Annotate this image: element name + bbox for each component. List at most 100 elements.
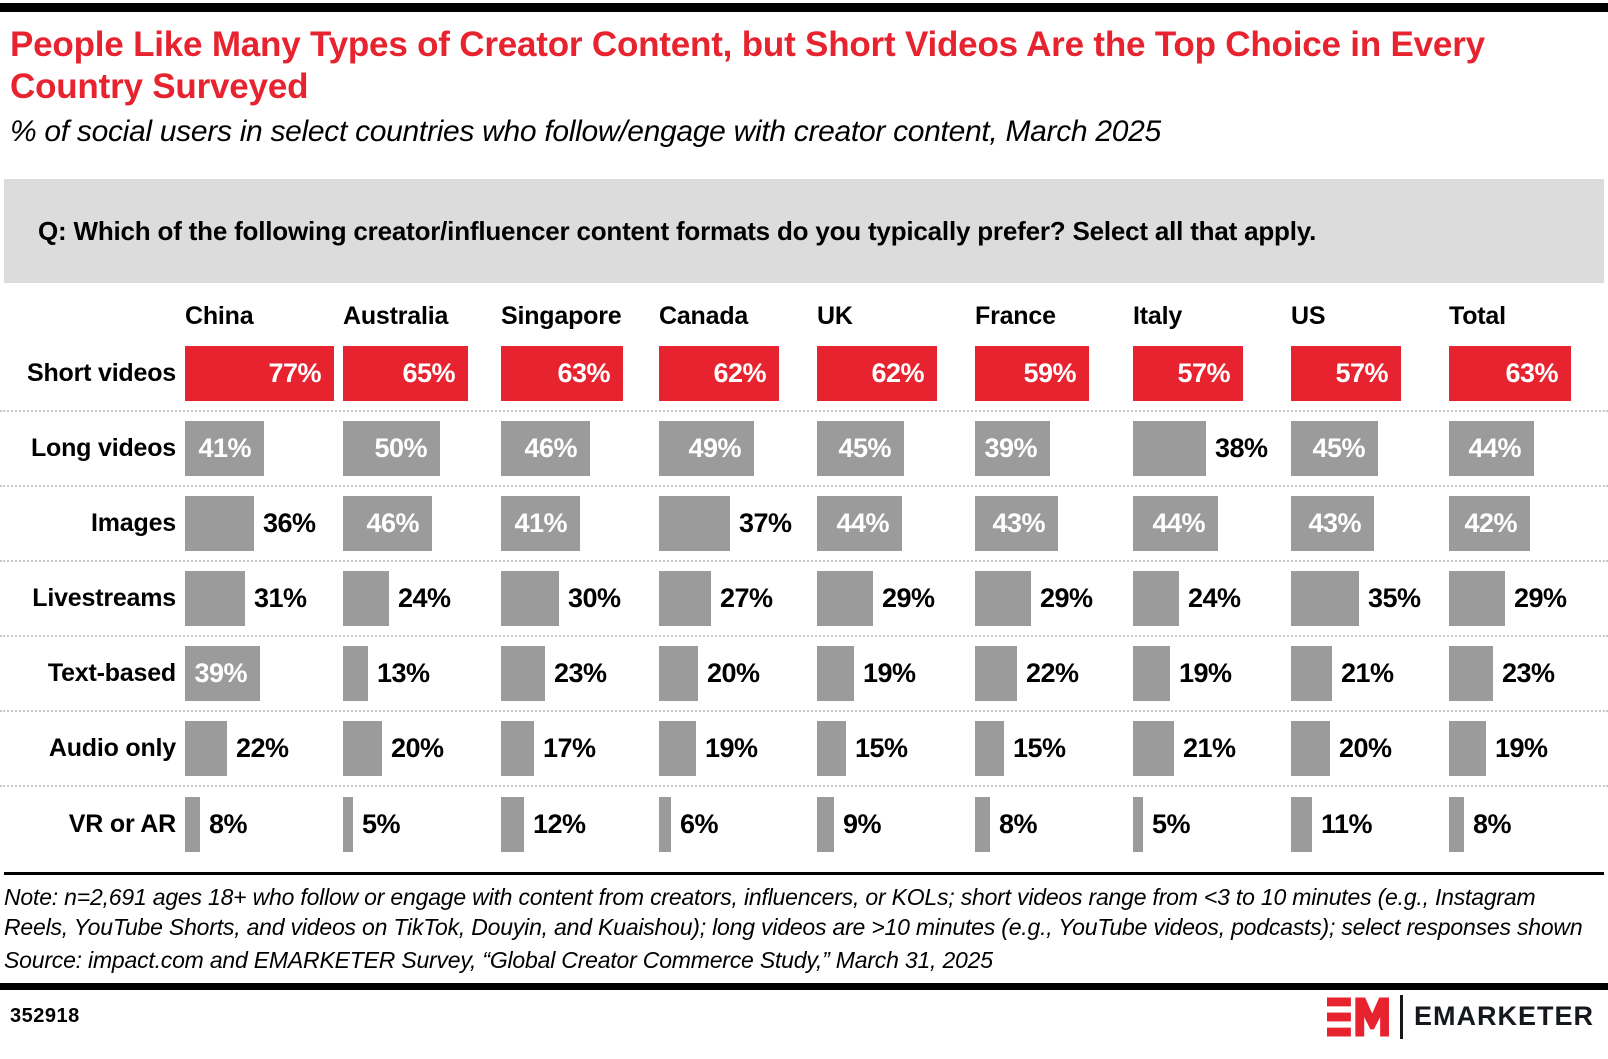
chart-id: 352918 [10, 1005, 80, 1028]
bar-cell-uk: 62% [817, 346, 975, 401]
bar-value-label: 24% [1188, 583, 1241, 613]
bar-value-label: 19% [1495, 733, 1548, 763]
page-title: People Like Many Types of Creator Conten… [10, 25, 1485, 106]
footer: 352918 EMARKETER [0, 990, 1608, 1039]
bar: 46% [343, 496, 432, 551]
bar-value-label: 43% [992, 508, 1045, 538]
bar-cell-france: 22% [975, 646, 1133, 701]
bar-value-label: 44% [836, 508, 889, 538]
bar-value-label: 22% [236, 733, 289, 763]
column-header-total: Total [1449, 301, 1506, 330]
chart-row-long-videos: Long videos 41% 50% 46% 49% 45% 39% 38% 45% 44% [0, 412, 1608, 487]
bar-value-label: 36% [263, 508, 316, 538]
bar-cell-canada: 62% [659, 346, 817, 401]
footnotes: Note: n=2,691 ages 18+ who follow or eng… [4, 872, 1604, 975]
bar-value-label: 44% [1152, 508, 1205, 538]
bar-cell-total: 23% [1449, 646, 1607, 701]
bar [1291, 646, 1332, 701]
column-header-china: China [185, 301, 254, 330]
bar [1449, 646, 1493, 701]
source-text: Source: impact.com and EMARKETER Survey,… [4, 946, 993, 973]
bar-value-label: 15% [1013, 733, 1066, 763]
bar-value-label: 57% [1335, 358, 1388, 388]
bar-value-label: 29% [1514, 583, 1567, 613]
bar-value-label: 65% [402, 358, 455, 388]
bar-value-label: 63% [1505, 358, 1558, 388]
brand-lockup: EMARKETER [1326, 994, 1594, 1040]
bar [501, 571, 559, 626]
bar-value-label: 30% [568, 583, 621, 613]
chart-row-images: Images 36% 46% 41% 37% 44% 43% 44% 43% 42% [0, 487, 1608, 562]
bar-value-label: 43% [1308, 508, 1361, 538]
bar-cell-singapore: 41% [501, 496, 659, 551]
bar-value-label: 8% [1473, 809, 1512, 839]
bar [817, 646, 854, 701]
bar-cell-china: 41% [185, 421, 343, 476]
column-header-singapore: Singapore [501, 301, 622, 330]
bar [1291, 571, 1359, 626]
bar-cell-us: 35% [1291, 571, 1449, 626]
bar [501, 797, 524, 852]
top-black-bar [0, 3, 1608, 12]
bar-value-label: 20% [391, 733, 444, 763]
bar [185, 797, 200, 852]
bar [1449, 797, 1464, 852]
chart-subtitle: % of social users in select countries wh… [10, 115, 1161, 148]
chart-row-vr-or-ar: VR or AR 8% 5% 12% 6% 9% 8% 5% 11% 8% [0, 787, 1608, 862]
bar [343, 721, 382, 776]
bar-cell-australia: 5% [343, 797, 501, 852]
bar-cell-total: 29% [1449, 571, 1607, 626]
bar-value-label: 46% [524, 433, 577, 463]
bar-value-label: 63% [557, 358, 610, 388]
bar-cell-us: 43% [1291, 496, 1449, 551]
bar-cell-singapore: 63% [501, 346, 659, 401]
row-label: Livestreams [32, 584, 176, 612]
bar: 41% [185, 421, 264, 476]
bar: 44% [1133, 496, 1218, 551]
bar-value-label: 77% [268, 358, 321, 388]
bar-value-label: 8% [999, 809, 1038, 839]
highlight-bar: 63% [1449, 346, 1571, 401]
bar-value-label: 59% [1023, 358, 1076, 388]
bar-cell-singapore: 12% [501, 797, 659, 852]
bar [817, 797, 834, 852]
bar [343, 571, 389, 626]
bar [659, 721, 696, 776]
bar-cell-uk: 19% [817, 646, 975, 701]
chart-rows: Short videos 77% 65% 63% 62% 62% 59% 57% 57% 63% L… [0, 337, 1608, 862]
bar-value-label: 11% [1321, 809, 1373, 839]
bar-cell-us: 21% [1291, 646, 1449, 701]
bar: 43% [975, 496, 1058, 551]
bar-cell-singapore: 30% [501, 571, 659, 626]
bar-cell-italy: 57% [1133, 346, 1291, 401]
bar-value-label: 45% [1312, 433, 1365, 463]
bar [1291, 797, 1312, 852]
bar [817, 571, 873, 626]
bar [1133, 571, 1179, 626]
bar-value-label: 29% [1040, 583, 1093, 613]
bar-value-label: 20% [707, 658, 760, 688]
chart-header: People Like Many Types of Creator Conten… [0, 12, 1608, 149]
bar-value-label: 49% [688, 433, 741, 463]
bar-cell-france: 59% [975, 346, 1133, 401]
bar: 45% [817, 421, 904, 476]
bar-cell-uk: 44% [817, 496, 975, 551]
bar-value-label: 20% [1339, 733, 1392, 763]
brand-divider [1399, 994, 1403, 1039]
bar [185, 721, 227, 776]
bar [659, 571, 711, 626]
bar-cell-uk: 29% [817, 571, 975, 626]
bar-cell-australia: 13% [343, 646, 501, 701]
bar: 49% [659, 421, 754, 476]
bar-cell-total: 42% [1449, 496, 1607, 551]
bottom-black-bar [0, 983, 1608, 991]
bar [659, 646, 698, 701]
bar: 46% [501, 421, 590, 476]
bar [343, 797, 353, 852]
bar-value-label: 21% [1341, 658, 1394, 688]
chart-row-audio-only: Audio only 22% 20% 17% 19% 15% 15% 21% 20% 19% [0, 712, 1608, 787]
bar-value-label: 21% [1183, 733, 1236, 763]
bar-value-label: 44% [1468, 433, 1521, 463]
bar-cell-italy: 21% [1133, 721, 1291, 776]
bar-cell-france: 8% [975, 797, 1133, 852]
